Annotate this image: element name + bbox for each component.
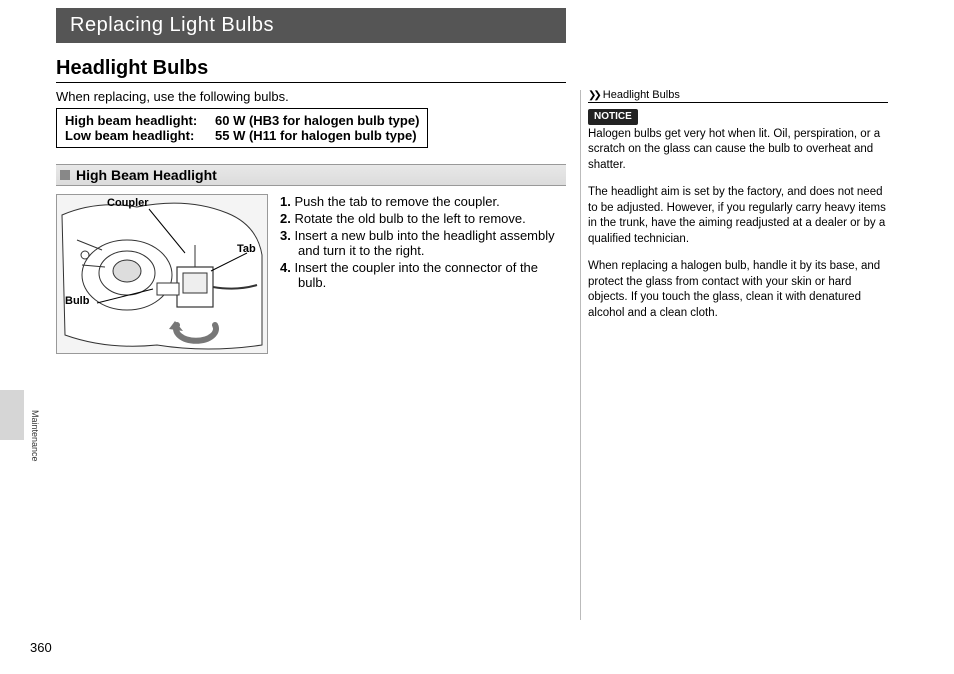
sidebar-paragraph: Halogen bulbs get very hot when lit. Oil… [588,127,888,174]
diagram-svg [57,195,268,354]
subsection-title: High Beam Headlight [76,167,217,183]
notice-badge: NOTICE [588,109,638,125]
sidebar-paragraph: When replacing a halogen bulb, handle it… [588,259,888,321]
step-text: Push the tab to remove the coupler. [294,194,499,209]
intro-text: When replacing, use the following bulbs. [56,89,566,104]
callout-bulb: Bulb [65,295,89,307]
section-title: Headlight Bulbs [56,57,566,83]
step-text: Insert the coupler into the connector of… [294,260,538,290]
sidebar-header-text: Headlight Bulbs [603,89,680,101]
section-tab [0,390,24,440]
list-item: 1. Push the tab to remove the coupler. [298,194,566,209]
reference-arrows-icon: ❯❯ [588,90,599,101]
bulb-spec-table: High beam headlight: 60 W (HB3 for halog… [56,108,428,148]
callout-tab: Tab [237,243,256,255]
sidebar-paragraph: The headlight aim is set by the factory,… [588,185,888,247]
table-row: High beam headlight: 60 W (HB3 for halog… [65,113,419,128]
spec-value: 60 W (HB3 for halogen bulb type) [215,113,419,128]
step-text: Rotate the old bulb to the left to remov… [294,211,525,226]
sidebar-body: NOTICE Halogen bulbs get very hot when l… [588,109,888,321]
list-item: 4. Insert the coupler into the connector… [298,260,566,290]
sidebar-column: ❯❯ Headlight Bulbs NOTICE Halogen bulbs … [588,89,888,354]
list-item: 2. Rotate the old bulb to the left to re… [298,211,566,226]
main-column: When replacing, use the following bulbs.… [56,89,566,354]
sidebar-header: ❯❯ Headlight Bulbs [588,89,888,103]
subsection-header: High Beam Headlight [56,164,566,186]
chapter-title-bar: Replacing Light Bulbs [56,8,566,43]
spec-value: 55 W (H11 for halogen bulb type) [215,128,417,143]
instruction-steps: 1. Push the tab to remove the coupler. 2… [280,194,566,354]
list-item: 3. Insert a new bulb into the headlight … [298,228,566,258]
section-side-label: Maintenance [30,410,40,462]
callout-coupler: Coupler [107,197,149,209]
spec-label: Low beam headlight: [65,128,215,143]
spec-label: High beam headlight: [65,113,215,128]
headlight-diagram: Coupler Tab Bulb [56,194,268,354]
page-number: 360 [30,640,52,655]
table-row: Low beam headlight: 55 W (H11 for haloge… [65,128,419,143]
page-content: Replacing Light Bulbs Headlight Bulbs Wh… [56,8,916,354]
step-text: Insert a new bulb into the headlight ass… [294,228,554,258]
square-bullet-icon [60,170,70,180]
